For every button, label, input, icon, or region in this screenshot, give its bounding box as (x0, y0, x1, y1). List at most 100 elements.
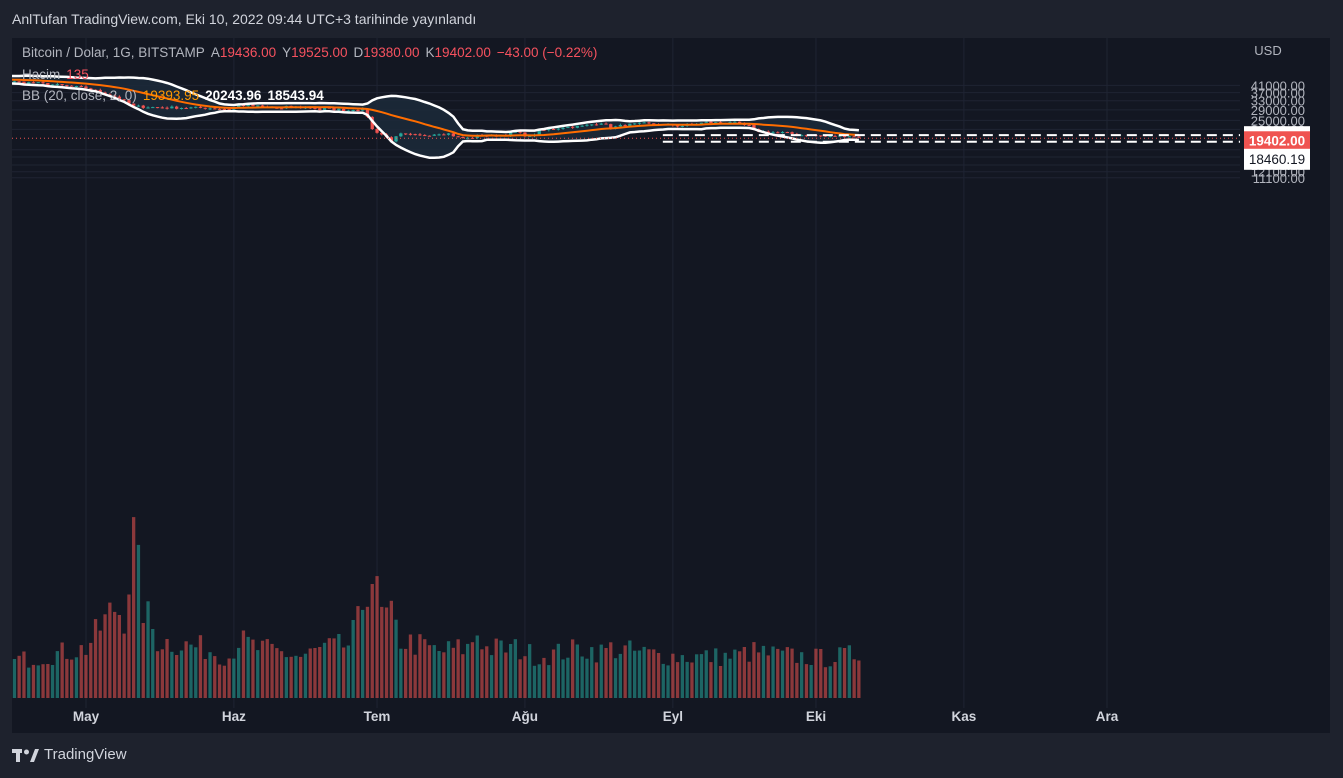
volume-bar-191 (852, 659, 856, 698)
volume-bar-160 (704, 650, 708, 698)
header-bar: AnlTufan TradingView.com, Eki 10, 2022 0… (0, 0, 1343, 38)
bollinger-band-fill (12, 75, 859, 158)
candle-body-59 (222, 109, 226, 110)
candle-body-52 (189, 107, 193, 109)
volume-bar-144 (628, 640, 632, 698)
volume-bar-98 (408, 634, 413, 698)
volume-bar-80 (322, 642, 327, 698)
volume-bar-185 (823, 667, 828, 698)
candle-body-87 (356, 110, 360, 111)
volume-bar-61 (232, 658, 236, 698)
candle-176 (780, 131, 785, 134)
volume-bar-181 (804, 664, 809, 698)
volume-bar-134 (580, 656, 584, 698)
volume-bar-95 (394, 619, 398, 698)
candle-109 (461, 136, 465, 139)
bb-upper-line (12, 74, 860, 134)
candle-29 (79, 84, 83, 87)
candle-body-84 (342, 108, 346, 111)
volume-bar-85 (346, 645, 350, 698)
price-chart[interactable]: USD 41000.0037000.0033000.0029000.0025000… (12, 38, 1330, 733)
candle-132 (571, 125, 575, 129)
volume-bar-176 (780, 650, 785, 698)
price-labels: 20269.5019402.0017:15:0918460.19 (1244, 126, 1310, 170)
volume-bar-151 (661, 663, 665, 698)
candle-body-15 (12, 81, 17, 83)
y-tick-label-1: 37000.00 (1251, 86, 1305, 101)
candle-body-16 (17, 81, 21, 83)
candle-body-64 (246, 104, 250, 107)
ohlc-legend[interactable]: Bitcoin / Dolar, 1G, BITSTAMP A19436.00 Y1… (22, 45, 603, 60)
volume-bar-55 (203, 659, 207, 698)
volume-bar-24 (55, 651, 59, 698)
volume-bar-158 (695, 654, 699, 698)
volume-bar-83 (337, 634, 341, 698)
volume-bar-186 (828, 666, 832, 698)
volume-bar-96 (399, 648, 403, 698)
candle-body-102 (427, 135, 432, 137)
candle-46 (160, 106, 164, 109)
volume-bar-70 (275, 648, 279, 698)
candle-body-67 (260, 105, 265, 107)
close-label: K (425, 45, 435, 60)
candle-50 (179, 107, 184, 110)
candle-175 (776, 131, 780, 134)
footer: TradingView (12, 746, 127, 763)
candle-body-161 (709, 121, 713, 123)
volume-bar-73 (289, 656, 293, 698)
volume-bar-69 (270, 643, 274, 698)
candle-body-145 (633, 123, 637, 125)
volume-bar-182 (809, 665, 813, 698)
candle-body-147 (642, 122, 646, 124)
candle-147 (642, 121, 646, 124)
x-tick-label-5: Eki (806, 709, 826, 724)
volume-legend[interactable]: Hacim 135 (22, 67, 95, 82)
volume-bar-170 (752, 642, 756, 698)
volume-bar-108 (456, 639, 460, 698)
volume-bar-123 (528, 644, 532, 698)
volume-bar-168 (742, 647, 746, 698)
candle-body-30 (84, 86, 88, 89)
candle-body-133 (575, 125, 579, 128)
candle-180 (800, 134, 804, 137)
candle-19 (31, 81, 36, 84)
volume-bar-39 (127, 594, 131, 698)
candle-body-121 (518, 131, 522, 133)
candle-65 (251, 104, 255, 107)
candle-body-128 (551, 129, 556, 130)
volume-bar-150 (656, 653, 661, 698)
low-value: 19380.00 (363, 45, 420, 60)
chart-area[interactable]: USD 41000.00 37000.00 33000.00 29000.00 25000… (12, 38, 1330, 733)
candle-99 (413, 133, 417, 136)
volume-bar-77 (308, 648, 312, 698)
candle-body-144 (628, 123, 632, 127)
candle-body-135 (585, 124, 589, 126)
bb-legend[interactable]: BB (20, close, 2, 0) 19393.95 20243.96 1854… (22, 88, 330, 103)
candle-body-169 (747, 125, 751, 126)
volume-bar-76 (303, 653, 308, 698)
volume-bar-50 (179, 650, 184, 698)
candle-body-49 (175, 106, 179, 109)
candle-body-96 (399, 133, 403, 137)
volume-bar-149 (652, 649, 656, 698)
volume-bar-81 (327, 638, 331, 698)
candle-105 (442, 133, 446, 136)
candle-133 (575, 125, 579, 129)
volume-bar-27 (70, 659, 74, 698)
candle-16 (17, 81, 21, 83)
volume-bar-88 (361, 609, 365, 698)
volume-bar-92 (380, 606, 384, 698)
volume-bar-60 (227, 658, 231, 698)
candle-body-97 (404, 133, 408, 135)
volume-bar-143 (623, 645, 627, 698)
volume-bar-174 (771, 646, 775, 698)
volume-bar-172 (761, 645, 766, 698)
candle-body-123 (528, 135, 532, 137)
candle-139 (604, 122, 608, 125)
candle-body-146 (637, 122, 642, 124)
candle-98 (408, 132, 413, 136)
candle-136 (590, 124, 594, 127)
close-value: 19402.00 (434, 45, 491, 60)
volume-bar-102 (427, 645, 432, 698)
volume-bar-30 (84, 654, 88, 698)
